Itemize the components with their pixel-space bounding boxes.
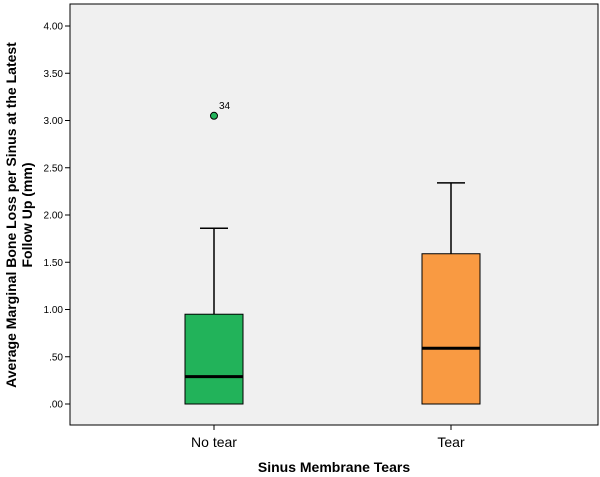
y-tick-label: 3.50	[44, 69, 64, 80]
x-category-label: No tear	[191, 434, 237, 450]
outlier-label: 34	[219, 101, 231, 112]
y-tick-label: .50	[49, 352, 63, 363]
box-no-tear: 34	[184, 101, 244, 405]
y-tick-label: .00	[49, 400, 63, 411]
boxes-layer: 34	[184, 101, 481, 405]
y-tick-label: 2.00	[44, 211, 64, 222]
plot-background	[69, 3, 599, 426]
box-tear	[421, 182, 481, 405]
iqr-box	[421, 253, 481, 405]
y-tick-label: 4.00	[44, 22, 64, 33]
y-tick-label: 3.00	[44, 116, 64, 127]
y-tick-label: 1.00	[44, 305, 64, 316]
y-axis-title-line2: Follow Up (mm)	[19, 163, 35, 268]
x-category-label: Tear	[437, 434, 465, 450]
outlier-point	[210, 111, 218, 120]
y-tick-label: 1.50	[44, 258, 64, 269]
x-axis: No tear Tear	[191, 425, 465, 450]
iqr-box	[184, 313, 244, 405]
y-tick-label: 2.50	[44, 163, 64, 174]
y-axis-title-line1: Average Marginal Bone Loss per Sinus at …	[3, 42, 19, 388]
x-axis-title: Sinus Membrane Tears	[258, 459, 410, 475]
y-axis: .00 .50 1.00 1.50 2.00 2.50 3.00 3.50 4.00	[44, 22, 70, 411]
